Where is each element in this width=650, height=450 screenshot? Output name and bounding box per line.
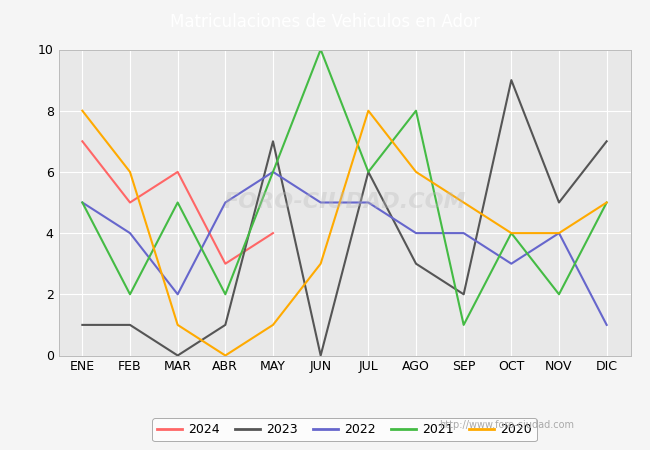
Text: http://www.foro-ciudad.com: http://www.foro-ciudad.com xyxy=(439,420,575,430)
Legend: 2024, 2023, 2022, 2021, 2020: 2024, 2023, 2022, 2021, 2020 xyxy=(152,418,537,441)
Text: FORO-CIUDAD.COM: FORO-CIUDAD.COM xyxy=(223,193,466,212)
Text: Matriculaciones de Vehiculos en Ador: Matriculaciones de Vehiculos en Ador xyxy=(170,13,480,31)
